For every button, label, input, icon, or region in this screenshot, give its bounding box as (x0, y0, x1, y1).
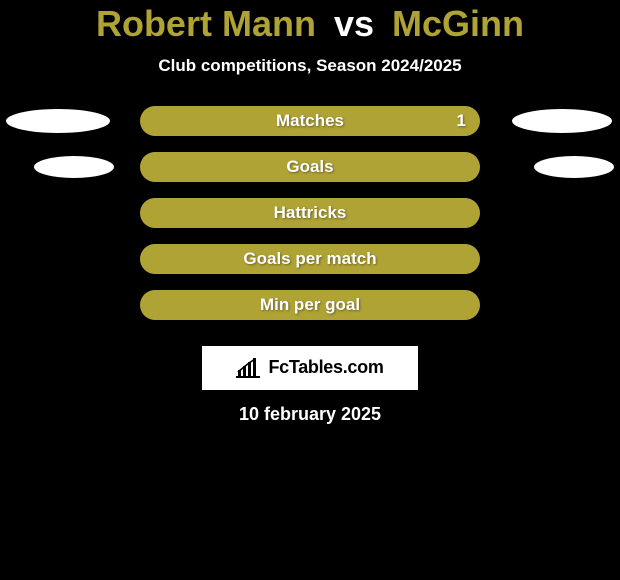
stat-bar: Goals per match (140, 244, 480, 274)
comparison-infographic: Robert Mann vs McGinn Club competitions,… (0, 0, 620, 425)
logo-text: FcTables.com (268, 357, 383, 378)
stat-row: Goals (0, 152, 620, 182)
stat-value-right: 1 (457, 111, 466, 131)
stat-bar: Min per goal (140, 290, 480, 320)
ellipse-icon (6, 109, 110, 133)
stat-row: Matches 1 (0, 106, 620, 136)
ellipse-icon (512, 109, 612, 133)
stat-row: Goals per match (0, 244, 620, 274)
stat-row: Hattricks (0, 198, 620, 228)
title-vs: vs (334, 3, 374, 44)
stat-bar: Matches 1 (140, 106, 480, 136)
stat-bar: Goals (140, 152, 480, 182)
stat-label: Goals per match (243, 249, 376, 269)
left-cell (10, 152, 130, 182)
ellipse-icon (534, 156, 614, 178)
right-cell (490, 106, 610, 136)
stat-label: Min per goal (260, 295, 360, 315)
left-cell (10, 198, 130, 228)
stat-label: Goals (286, 157, 333, 177)
right-cell (490, 152, 610, 182)
right-cell (490, 198, 610, 228)
chart-icon (236, 358, 262, 378)
stat-bar: Hattricks (140, 198, 480, 228)
date-text: 10 february 2025 (0, 404, 620, 425)
left-cell (10, 244, 130, 274)
stat-rows: Matches 1 Goals Hattricks (0, 106, 620, 336)
ellipse-icon (34, 156, 114, 178)
left-cell (10, 290, 130, 320)
stat-label: Hattricks (274, 203, 347, 223)
right-cell (490, 244, 610, 274)
page-title: Robert Mann vs McGinn (0, 4, 620, 44)
left-cell (10, 106, 130, 136)
right-cell (490, 290, 610, 320)
stat-label: Matches (276, 111, 344, 131)
stat-row: Min per goal (0, 290, 620, 320)
title-player2: McGinn (392, 3, 524, 44)
title-player1: Robert Mann (96, 3, 316, 44)
logo: FcTables.com (202, 346, 418, 390)
subtitle: Club competitions, Season 2024/2025 (0, 56, 620, 76)
